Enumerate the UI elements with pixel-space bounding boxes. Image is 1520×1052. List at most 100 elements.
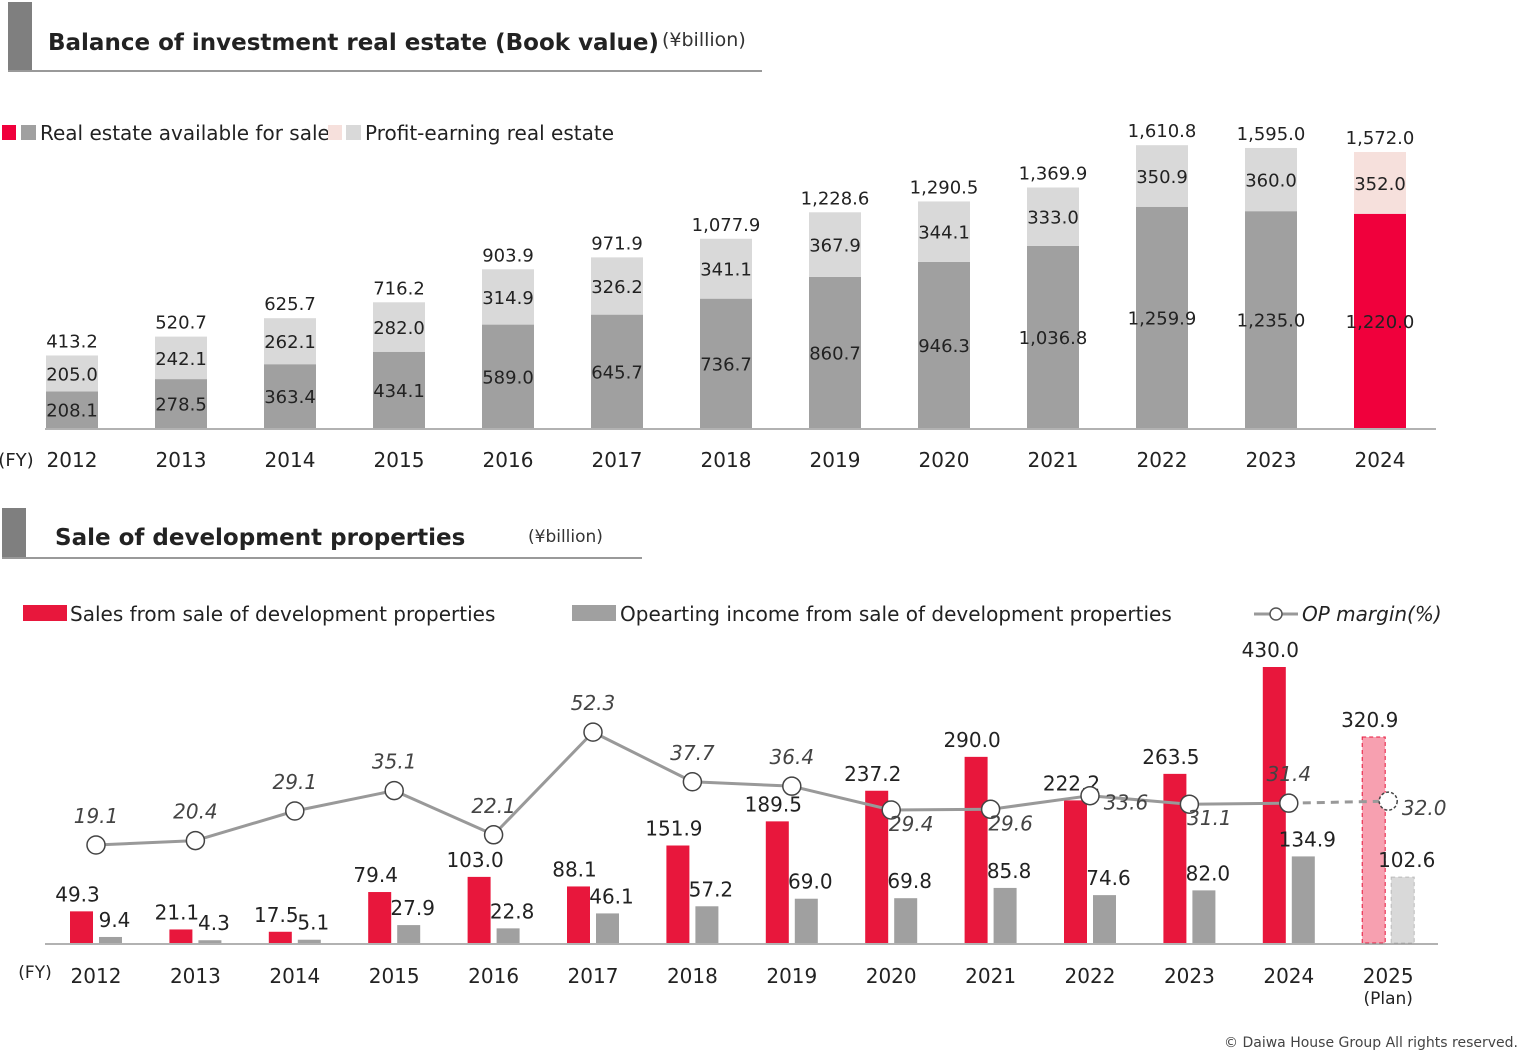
- legend-label-available-for-sale: Real estate available for sale: [40, 121, 330, 145]
- label-profit-earning-2022: 350.9: [1136, 167, 1188, 188]
- label-sales-2019: 189.5: [745, 792, 802, 816]
- x-tick-2021: 2021: [1028, 448, 1079, 472]
- chart2-unit: (¥billion): [528, 527, 603, 547]
- x-tick-2018: 2018: [701, 448, 752, 472]
- op-margin-point-2016: [483, 825, 504, 845]
- op-margin-point-2024: [1279, 793, 1299, 813]
- x-tick-2017: 2017: [568, 964, 619, 988]
- chart2-title: Sale of development properties: [55, 525, 465, 551]
- label-sales-2013: 21.1: [155, 900, 200, 924]
- label-available-for-sale-2024: 1,220.0: [1346, 312, 1415, 333]
- label-op-margin-2016: 22.1: [471, 794, 516, 818]
- op-margin-line-segment: [990, 794, 1091, 811]
- bar-available-for-sale-2012: [46, 391, 98, 428]
- label-op-income-2017: 46.1: [589, 884, 634, 908]
- label-available-for-sale-2014: 363.4: [264, 387, 316, 408]
- op-margin-line-segment: [592, 730, 694, 784]
- bar-available-for-sale-2017: [591, 314, 643, 428]
- bar-profit-earning-2017: [591, 257, 643, 315]
- label-op-margin-2020: 29.4: [889, 812, 934, 836]
- legend-swatch-pink: [328, 125, 342, 140]
- op-margin-point-2020: [881, 800, 901, 820]
- x-tick-2014: 2014: [269, 964, 320, 988]
- label-total-2017: 971.9: [591, 233, 643, 254]
- op-margin-point-2012: [86, 835, 106, 855]
- op-margin-line-segment: [1089, 794, 1190, 806]
- x-tick-2020: 2020: [866, 964, 917, 988]
- legend-swatch-lightgray: [346, 125, 361, 140]
- label-profit-earning-2023: 360.0: [1245, 171, 1297, 192]
- x-tick-2012: 2012: [71, 964, 122, 988]
- label-available-for-sale-2015: 434.1: [373, 381, 425, 402]
- op-margin-point-2025: [1378, 791, 1398, 811]
- bar-profit-earning-2024: [1354, 152, 1406, 214]
- label-op-income-2016: 22.8: [490, 899, 535, 923]
- label-total-2023: 1,595.0: [1237, 124, 1306, 145]
- label-op-income-2012: 9.4: [99, 908, 131, 932]
- legend-label-sales: Sales from sale of development propertie…: [70, 602, 495, 626]
- x-tick-2014: 2014: [265, 448, 316, 472]
- bar-profit-earning-2015: [373, 302, 425, 352]
- label-profit-earning-2019: 367.9: [809, 236, 861, 257]
- bar-op-income-2017: [596, 913, 619, 943]
- label-available-for-sale-2016: 589.0: [482, 367, 534, 388]
- bar-sales-2016: [467, 876, 491, 943]
- legend-label-profit-earning: Profit-earning real estate: [365, 121, 614, 145]
- bar-op-income-2016: [496, 928, 520, 943]
- bar-op-income-2024: [1291, 856, 1315, 943]
- chart1-xlabel: (FY): [0, 450, 34, 471]
- label-profit-earning-2015: 282.0: [373, 318, 425, 339]
- label-op-income-2023: 82.0: [1186, 861, 1231, 885]
- label-total-2013: 520.7: [155, 313, 207, 334]
- label-op-income-2025: 102.6: [1378, 848, 1435, 872]
- label-available-for-sale-2017: 645.7: [591, 362, 643, 383]
- op-margin-line-segment: [1288, 799, 1389, 805]
- bar-profit-earning-2019: [809, 212, 861, 277]
- x-tick-2013: 2013: [156, 448, 207, 472]
- label-sales-2016: 103.0: [446, 848, 503, 872]
- op-margin-point-2014: [285, 801, 305, 821]
- chart1-title: Balance of investment real estate (Book …: [48, 30, 659, 56]
- label-op-margin-2014: 29.1: [273, 770, 318, 794]
- x-tick-2016: 2016: [468, 964, 519, 988]
- x-tick-2015: 2015: [374, 448, 425, 472]
- bar-profit-earning-2020: [918, 201, 970, 262]
- label-profit-earning-2020: 344.1: [918, 223, 970, 244]
- label-available-for-sale-2018: 736.7: [700, 354, 752, 375]
- bar-sales-2012: [70, 911, 93, 943]
- bar-op-income-2023: [1192, 890, 1216, 943]
- bar-op-income-2018: [695, 906, 719, 943]
- bar-op-income-2025: [1390, 876, 1415, 944]
- label-total-2022: 1,610.8: [1128, 121, 1197, 142]
- label-op-margin-2024: 31.4: [1267, 762, 1312, 786]
- bar-sales-2023: [1163, 773, 1187, 943]
- label-profit-earning-2012: 205.0: [46, 364, 98, 385]
- label-op-margin-2018: 37.7: [670, 741, 715, 765]
- x-tick-2015: 2015: [369, 964, 420, 988]
- label-op-income-2015: 27.9: [390, 896, 435, 920]
- op-margin-point-2018: [682, 772, 703, 792]
- chart1-plot: 208.1 205.0 413.2 2012 278.5 242.1 520.7 2013 36…: [46, 121, 1414, 472]
- label-op-margin-2023: 31.1: [1187, 806, 1232, 830]
- bar-available-for-sale-2023: [1245, 211, 1297, 428]
- bar-sales-2014: [268, 931, 292, 943]
- op-margin-point-2017: [583, 722, 603, 742]
- label-profit-earning-2013: 242.1: [155, 349, 207, 370]
- bar-available-for-sale-2021: [1027, 245, 1079, 428]
- label-total-2015: 716.2: [373, 278, 425, 299]
- bar-op-income-2021: [993, 887, 1017, 943]
- copyright: © Daiwa House Group All rights reserved.: [1224, 1035, 1518, 1051]
- legend-marker-op-margin: [1269, 607, 1283, 621]
- chart2-plot: 49.39.4 2012 21.14.3 2013 17.55.1 2014 79.4 27.…: [55, 638, 1446, 1009]
- label-total-2012: 413.2: [46, 331, 98, 352]
- bar-op-income-2019: [794, 898, 818, 943]
- label-op-margin-2021: 29.6: [988, 811, 1033, 835]
- bar-sales-2020: [865, 790, 889, 943]
- bar-available-for-sale-2014: [264, 364, 316, 428]
- bar-op-income-2022: [1093, 895, 1116, 943]
- label-total-2024: 1,572.0: [1346, 128, 1415, 149]
- label-profit-earning-2014: 262.1: [264, 332, 316, 353]
- bar-available-for-sale-2016: [482, 324, 534, 428]
- label-profit-earning-2017: 326.2: [591, 277, 643, 298]
- label-available-for-sale-2022: 1,259.9: [1128, 308, 1197, 329]
